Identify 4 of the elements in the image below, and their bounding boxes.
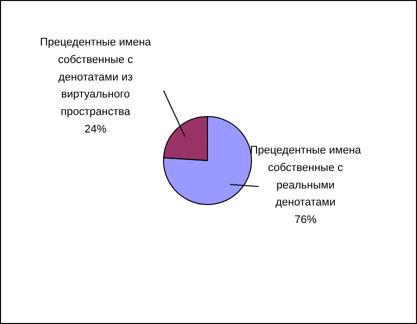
slice-label: Прецедентные имена собственные с реальными денотатами (250, 144, 362, 209)
slice-label: Прецедентные имена собственные с денотатами из виртуального пространства (40, 36, 152, 118)
data-label: 76% (294, 214, 317, 226)
data-label: 24% (84, 124, 107, 136)
